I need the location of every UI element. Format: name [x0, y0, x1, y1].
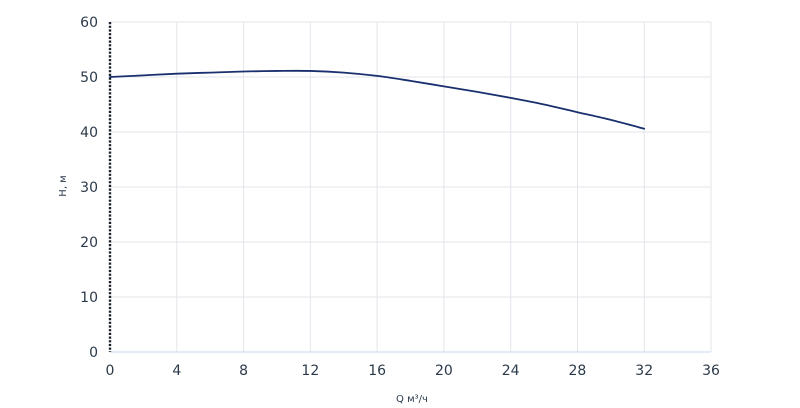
x-tick-label: 4 [172, 363, 181, 379]
x-tick-label: 28 [569, 363, 587, 379]
x-axis-label: Q м³/ч [396, 394, 428, 405]
x-tick-label: 8 [239, 363, 248, 379]
y-tick-label: 60 [80, 15, 98, 31]
y-tick-label: 30 [80, 180, 98, 196]
x-tick-label: 36 [702, 363, 720, 379]
x-tick-label: 12 [301, 363, 319, 379]
y-tick-label: 20 [80, 235, 98, 251]
y-tick-label: 10 [80, 290, 98, 306]
y-tick-label: 40 [80, 125, 98, 141]
grid [110, 21, 712, 352]
series-line [109, 69, 646, 130]
x-tick-label: 20 [435, 363, 453, 379]
x-tick-labels: 0 4 8 12 16 20 24 28 32 36 [106, 363, 720, 379]
axes [108, 22, 711, 353]
x-tick-label: 16 [368, 363, 386, 379]
x-tick-label: 24 [502, 363, 520, 379]
y-tick-labels: 0 10 20 30 40 50 60 [80, 15, 98, 361]
y-tick-label: 50 [80, 70, 98, 86]
y-axis-label: H, м [58, 175, 69, 196]
x-tick-label: 32 [635, 363, 653, 379]
x-tick-label: 0 [106, 363, 115, 379]
y-tick-label: 0 [89, 345, 98, 361]
series-group [109, 69, 646, 130]
